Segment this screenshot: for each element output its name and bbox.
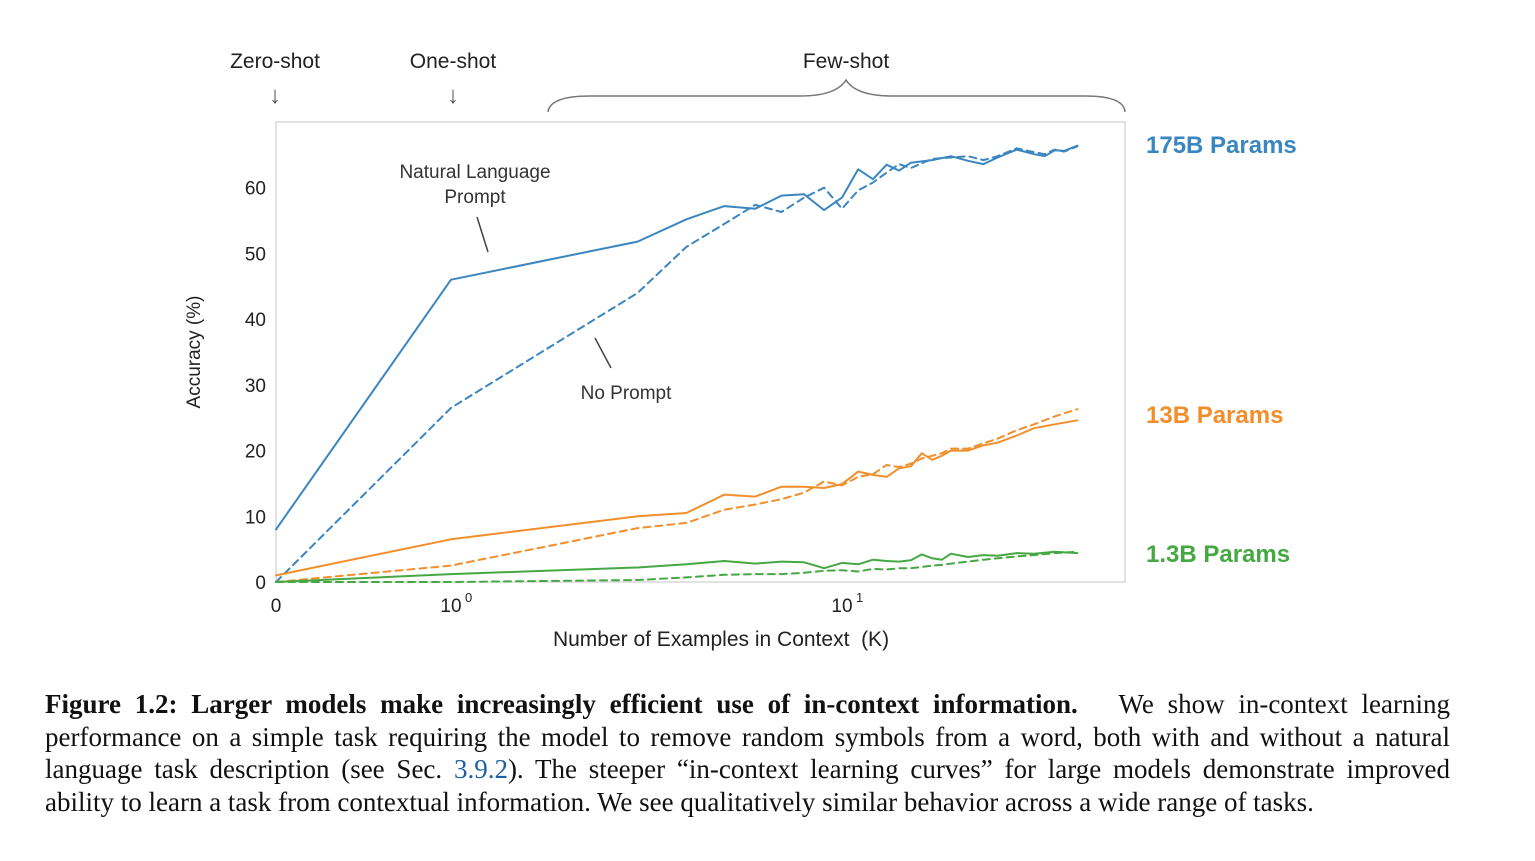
zero-shot-arrow-icon: ↓ bbox=[269, 82, 281, 109]
x-tick-exponent: 1 bbox=[856, 590, 863, 605]
x-tick-label: 10 bbox=[440, 596, 461, 617]
y-tick-label: 40 bbox=[245, 310, 266, 331]
series-line-175b-params-prompt bbox=[275, 144, 1079, 531]
y-tick-label: 50 bbox=[245, 244, 266, 265]
x-axis: 0 10 0 10 1 bbox=[271, 590, 864, 617]
chart: Zero-shot One-shot Few-shot ↓ ↓ 01020304… bbox=[184, 50, 1297, 651]
y-axis-label: Accuracy (%) bbox=[184, 296, 205, 409]
plot-frame bbox=[275, 121, 1126, 583]
caption-section-link[interactable]: 3.9.2 bbox=[453, 754, 508, 784]
x-tick-label: 0 bbox=[271, 596, 282, 617]
y-tick-label: 60 bbox=[245, 179, 266, 200]
series-line-13b-params-prompt bbox=[275, 419, 1079, 577]
one-shot-label: One-shot bbox=[410, 50, 497, 73]
series-line-1-3b-params-no-prompt bbox=[275, 550, 1079, 583]
legend-1-3b: 1.3B Params bbox=[1146, 541, 1290, 568]
few-shot-label: Few-shot bbox=[803, 50, 890, 73]
annotation-natural-language-pointer bbox=[476, 216, 489, 253]
caption-title: Figure 1.2: Larger models make increasin… bbox=[45, 689, 1078, 719]
legend-13b: 13B Params bbox=[1146, 402, 1283, 429]
y-tick-label: 30 bbox=[245, 376, 266, 397]
series-layer bbox=[275, 144, 1079, 583]
series-line-175b-params-no-prompt bbox=[275, 145, 1079, 583]
legend-175b: 175B Params bbox=[1146, 132, 1297, 159]
x-tick-exponent: 0 bbox=[465, 590, 472, 605]
figure-caption: Figure 1.2: Larger models make increasin… bbox=[45, 688, 1450, 818]
series-line-13b-params-no-prompt bbox=[275, 408, 1079, 583]
caption-text-end: ). The steeper “in-context learning curv… bbox=[45, 754, 1450, 817]
y-tick-label: 10 bbox=[245, 507, 266, 528]
y-tick-label: 0 bbox=[255, 573, 266, 594]
annotation-natural-language: Natural Language bbox=[399, 162, 550, 183]
caption-text: We show in-context learning performance … bbox=[45, 689, 1450, 784]
few-shot-brace bbox=[547, 78, 1126, 113]
annotation-no-prompt: No Prompt bbox=[581, 383, 673, 404]
annotation-prompt: Prompt bbox=[444, 187, 506, 208]
zero-shot-label: Zero-shot bbox=[230, 50, 320, 73]
annotation-no-prompt-pointer bbox=[594, 337, 612, 369]
x-axis-label: Number of Examples in Context (K) bbox=[553, 628, 889, 651]
y-tick-label: 20 bbox=[245, 442, 266, 463]
x-tick-label: 10 bbox=[831, 596, 852, 617]
series-line-1-3b-params-prompt bbox=[275, 550, 1079, 583]
y-axis: 0 10 20 30 40 50 60 bbox=[245, 179, 266, 594]
one-shot-arrow-icon: ↓ bbox=[447, 82, 459, 109]
